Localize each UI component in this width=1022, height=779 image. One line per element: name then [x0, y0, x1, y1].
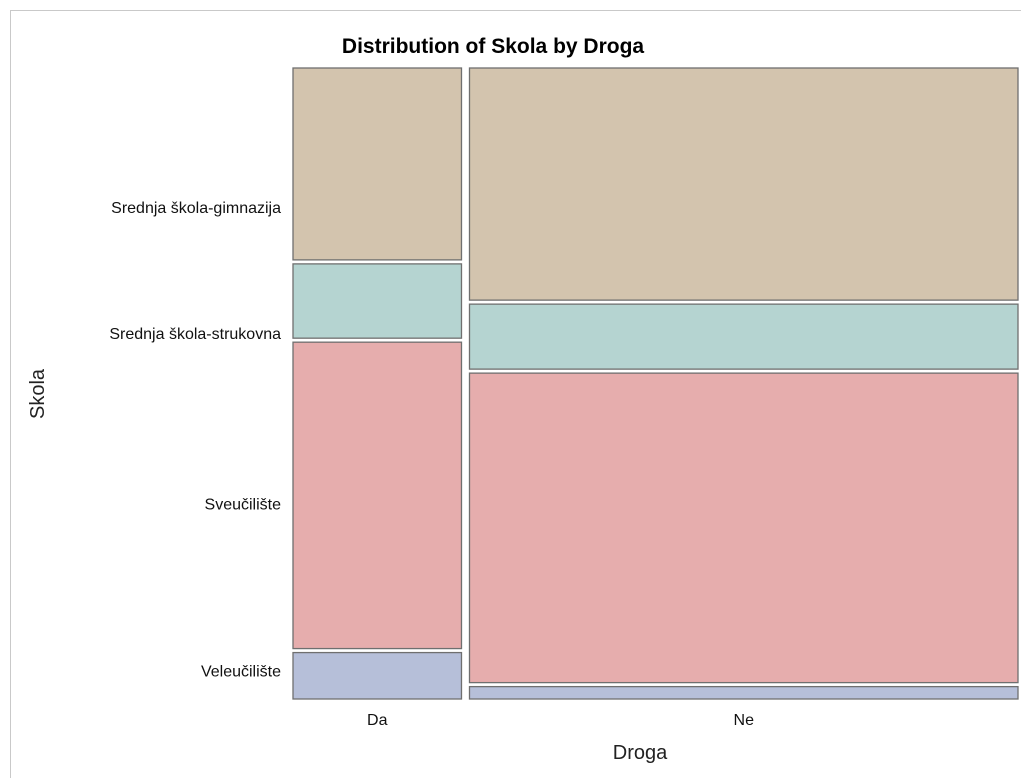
- tile-ne-1: [468, 67, 1019, 301]
- tile-da-2: [292, 263, 463, 339]
- chart-title: Distribution of Skola by Droga: [342, 35, 645, 58]
- y-tick-label: Veleučilište: [201, 664, 281, 681]
- tile-da-3: [292, 341, 463, 650]
- mosaic-tiles: [292, 67, 1019, 700]
- tile-ne-4: [468, 685, 1019, 700]
- y-tick-label: Sveučilište: [205, 496, 282, 513]
- tile-da-1: [292, 67, 463, 261]
- x-tick-labels: Da Ne: [367, 712, 754, 729]
- x-axis-title: Droga: [613, 742, 668, 764]
- mosaic-chart: Distribution of Skola by Droga Srednja š…: [27, 35, 1019, 764]
- chart-frame: Distribution of Skola by Droga Srednja š…: [10, 10, 1021, 778]
- tile-da-4: [292, 651, 463, 700]
- tile-ne-3: [468, 372, 1019, 684]
- y-tick-label: Srednja škola-gimnazija: [111, 200, 281, 217]
- x-tick-label: Ne: [734, 712, 755, 729]
- y-axis-title: Skola: [27, 368, 49, 419]
- tile-ne-2: [468, 303, 1019, 370]
- y-tick-labels: Srednja škola-gimnazija Srednja škola-str…: [109, 200, 281, 681]
- x-tick-label: Da: [367, 712, 388, 729]
- y-tick-label: Srednja škola-strukovna: [109, 326, 281, 343]
